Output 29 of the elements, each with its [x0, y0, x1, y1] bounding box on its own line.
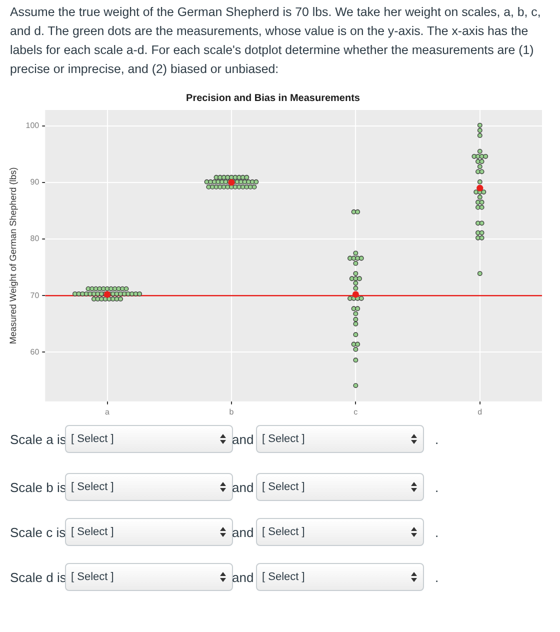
dropdown-field[interactable]: [ Select ] — [256, 563, 424, 591]
y-tick-label: 100 — [26, 121, 40, 130]
y-tick-label: 90 — [30, 178, 40, 187]
dropdown-field[interactable]: [ Select ] — [256, 473, 424, 501]
x-tick-label: b — [229, 407, 234, 416]
text: Scale c is — [10, 525, 66, 540]
text: and — [232, 480, 254, 495]
dropdown-field[interactable]: [ Select ] — [256, 425, 424, 453]
text: . — [435, 480, 439, 495]
text: and — [232, 525, 254, 540]
y-tick-label: 80 — [30, 234, 40, 244]
dropdown-field[interactable]: [ Select ] — [65, 563, 233, 591]
text: . — [435, 570, 439, 585]
dropdown-field[interactable]: [ Select ] — [256, 518, 424, 546]
x-tick-label: a — [105, 407, 110, 416]
dropdown-field[interactable]: [ Select ] — [65, 473, 233, 501]
x-tick-label: d — [478, 407, 482, 416]
dropdown-field[interactable]: [ Select ] — [65, 518, 233, 546]
y-tick-label: 60 — [30, 347, 40, 356]
text: Assume the true weight of the German Shepherd is 70 lbs. We take her weight on scales, a, b, c, and d. The green dots are the measurements, whose value is on the y-axis. The x-axis has the labels for each scale a-d. For each scale's dotplot determine whether the measurements are (1) precise or imprecise, and (2) biased or unbiased: — [10, 4, 542, 78]
text: and — [232, 570, 254, 585]
text: . — [435, 432, 439, 447]
x-tick-label: c — [354, 407, 358, 416]
y-axis-title: Measured Weight of German Shepherd (lbs) — [8, 167, 18, 344]
y-tick-label: 70 — [30, 290, 40, 300]
chart-title: Precision and Bias in Measurements — [186, 92, 360, 104]
text: and — [232, 432, 254, 447]
dropdown-field[interactable]: [ Select ] — [65, 425, 233, 453]
text: . — [435, 525, 439, 540]
